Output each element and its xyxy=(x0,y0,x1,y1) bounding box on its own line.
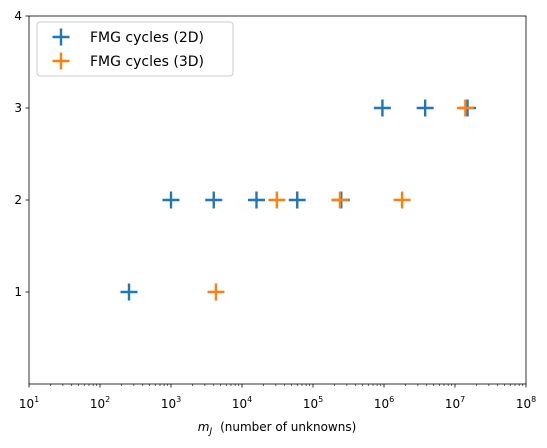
data-point xyxy=(162,191,180,209)
legend-marker xyxy=(52,52,70,70)
x-tick-label-base: 10 xyxy=(161,397,176,411)
x-tick-label-exponent: 1 xyxy=(34,395,39,404)
x-axis-title: mJ (number of unknowns) xyxy=(198,420,357,437)
legend-label: FMG cycles (2D) xyxy=(90,30,204,46)
x-tick-label: 101 xyxy=(19,395,39,411)
x-tick-label-base: 10 xyxy=(516,397,531,411)
x-tick-label-base: 10 xyxy=(374,397,389,411)
x-tick-label: 104 xyxy=(232,395,252,411)
y-tick-label: 1 xyxy=(14,285,22,299)
x-axis: 101 102 103 104 105 106 107 108 xyxy=(19,384,536,411)
legend-label: FMG cycles (3D) xyxy=(90,54,204,70)
y-tick-label: 4 xyxy=(14,9,22,23)
x-tick-label-base: 10 xyxy=(232,397,247,411)
data-point xyxy=(331,191,349,209)
markers-layer xyxy=(120,99,477,301)
x-tick-label-base: 10 xyxy=(303,397,318,411)
x-axis-title-variable: m xyxy=(198,420,210,434)
x-tick-label-base: 10 xyxy=(19,397,34,411)
data-point xyxy=(247,191,265,209)
series-2-markers xyxy=(207,99,474,301)
x-tick-label: 103 xyxy=(161,395,181,411)
x-tick-label-base: 10 xyxy=(445,397,460,411)
y-tick-label: 3 xyxy=(14,101,22,115)
x-tick-label: 102 xyxy=(90,395,110,411)
x-tick-label: 108 xyxy=(516,395,536,411)
legend: FMG cycles (2D) FMG cycles (3D) xyxy=(36,21,234,77)
data-point xyxy=(205,191,223,209)
legend-entry: FMG cycles (3D) xyxy=(52,52,204,70)
x-tick-label-exponent: 3 xyxy=(176,395,181,404)
legend-entry: FMG cycles (2D) xyxy=(52,28,204,46)
y-axis: 1 2 3 4 xyxy=(14,9,29,299)
x-tick-label: 105 xyxy=(303,395,323,411)
legend-marker xyxy=(52,28,70,46)
data-point xyxy=(416,99,434,117)
x-tick-label-exponent: 7 xyxy=(460,395,465,404)
x-tick-label: 107 xyxy=(445,395,465,411)
x-axis-title-subscript: J xyxy=(207,427,212,437)
data-point xyxy=(207,283,225,301)
data-point xyxy=(288,191,306,209)
x-tick-label-exponent: 8 xyxy=(531,395,536,404)
x-tick-label-exponent: 2 xyxy=(105,395,110,404)
x-tick-label-exponent: 5 xyxy=(318,395,323,404)
x-tick-label: 106 xyxy=(374,395,394,411)
x-axis-title-text: (number of unknowns) xyxy=(220,420,356,434)
data-point xyxy=(120,283,138,301)
x-tick-label-exponent: 6 xyxy=(389,395,394,404)
data-point xyxy=(373,99,391,117)
data-point xyxy=(268,191,286,209)
data-point xyxy=(393,191,411,209)
y-tick-label: 2 xyxy=(14,193,22,207)
data-point xyxy=(456,99,474,117)
legend-box xyxy=(36,21,234,77)
x-tick-label-base: 10 xyxy=(90,397,105,411)
x-tick-label-exponent: 4 xyxy=(247,395,252,404)
